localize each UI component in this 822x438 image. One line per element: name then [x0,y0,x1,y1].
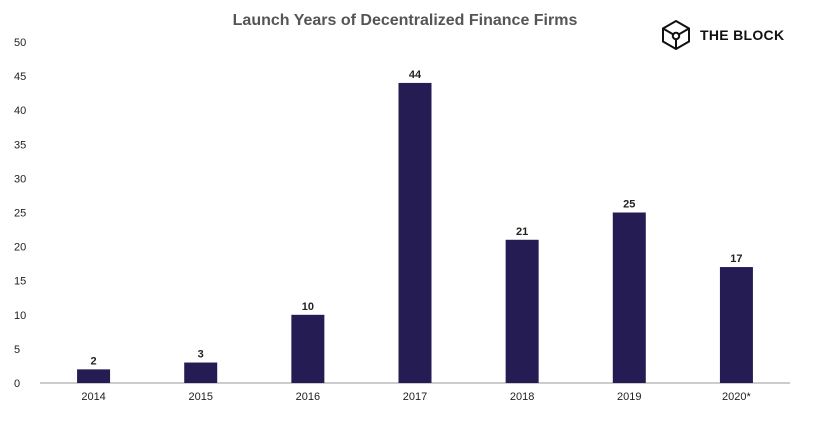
data-label: 2 [91,355,97,367]
y-tick-label: 35 [14,139,26,151]
data-label: 17 [730,253,742,265]
y-tick-label: 45 [14,71,26,83]
bar-2018 [505,239,539,383]
x-tick-label: 2020* [722,391,751,403]
x-tick-label: 2018 [510,391,534,403]
bar-2016 [291,314,325,383]
data-label: 25 [623,199,635,211]
x-tick-label: 2017 [403,391,427,403]
chart-title: Launch Years of Decentralized Finance Fi… [232,12,578,29]
data-label: 3 [198,349,204,361]
x-tick-label: 2015 [188,391,212,403]
y-tick-label: 30 [14,173,26,185]
bar-2017 [398,82,432,384]
x-tick-label: 2014 [81,391,105,403]
bar-2014 [77,369,111,383]
y-tick-label: 0 [14,378,20,390]
y-tick-label: 5 [14,344,20,356]
y-tick-label: 50 [14,37,26,49]
y-tick-label: 10 [14,310,26,322]
bar-2020 [719,267,753,383]
data-label: 44 [409,69,422,81]
y-tick-label: 25 [14,208,26,220]
x-tick-label: 2016 [296,391,320,403]
data-label: 21 [516,226,528,238]
y-tick-label: 15 [14,276,26,288]
data-label: 10 [302,301,314,313]
bar-2019 [612,212,646,383]
brand-name: THE BLOCK [700,27,785,43]
y-tick-label: 20 [14,242,26,254]
x-tick-label: 2019 [617,391,641,403]
brand-logo-block: THE BLOCK [660,18,784,52]
y-tick-label: 40 [14,105,26,117]
hexagon-cube-icon [662,19,690,51]
bar-2015 [184,362,218,383]
